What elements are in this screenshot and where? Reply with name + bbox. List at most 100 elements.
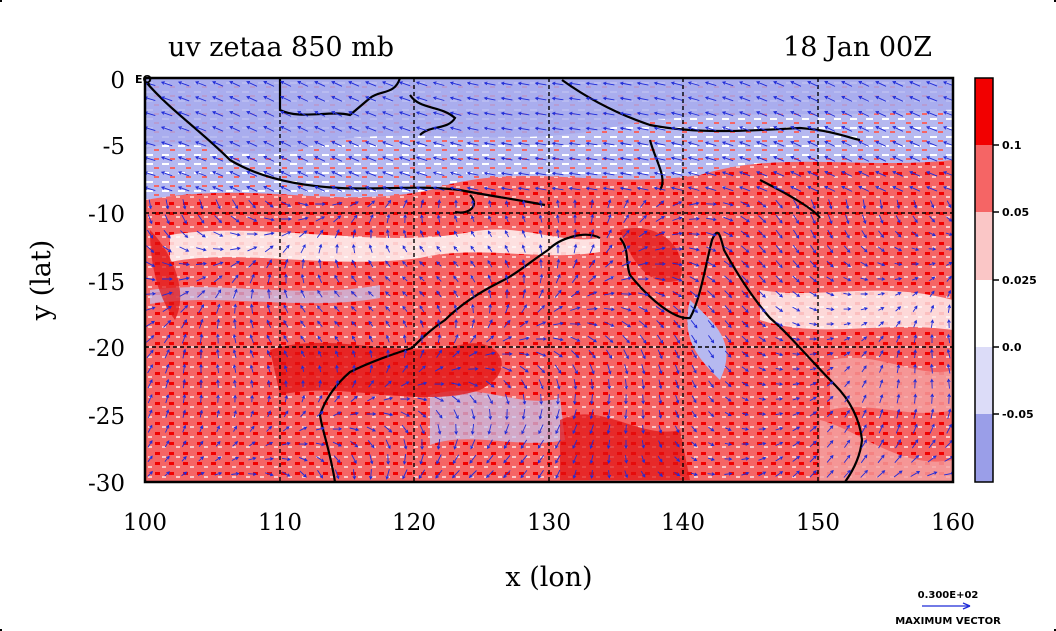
wind-vector-arrow xyxy=(420,199,425,209)
wind-vector-arrow xyxy=(333,411,342,417)
wind-vector-arrow xyxy=(351,335,356,342)
wind-vector-arrow xyxy=(622,245,631,253)
wind-vector-arrow xyxy=(674,456,681,462)
wind-vector-arrow xyxy=(232,349,237,359)
wind-vector-arrow xyxy=(841,186,853,192)
wind-vector-arrow xyxy=(895,215,901,224)
wind-vector-arrow xyxy=(332,201,343,206)
wind-vector-arrow xyxy=(231,456,239,461)
wind-vector-arrow xyxy=(331,96,343,102)
wind-vector-arrow xyxy=(602,186,615,191)
wind-vector-arrow xyxy=(466,126,479,131)
wind-vector-arrow xyxy=(519,365,529,373)
wind-vector-arrow xyxy=(894,262,903,267)
wind-vector-arrow xyxy=(400,381,410,387)
wind-vector-arrow xyxy=(624,394,628,405)
wind-vector-arrow xyxy=(790,81,802,87)
wind-vector-arrow xyxy=(348,171,360,177)
wind-vector-arrow xyxy=(351,349,356,358)
wind-vector-arrow xyxy=(653,186,666,191)
wind-vector-arrow xyxy=(758,427,767,431)
wind-vector-arrow xyxy=(588,275,597,283)
wind-vector-arrow xyxy=(910,471,921,477)
wind-vector-arrow xyxy=(314,141,326,147)
wind-vector-arrow xyxy=(926,156,938,162)
wind-vector-arrow xyxy=(861,322,868,326)
wind-vector-arrow xyxy=(147,409,153,418)
wind-vector-arrow xyxy=(704,81,717,87)
wind-vector-arrow xyxy=(622,229,630,238)
wind-vector-arrow xyxy=(418,410,427,418)
wind-vector-arrow xyxy=(333,455,341,464)
wind-vector-arrow xyxy=(522,394,527,405)
wind-vector-arrow xyxy=(724,381,732,388)
wind-vector-arrow xyxy=(402,469,408,480)
wind-vector-arrow xyxy=(449,126,462,131)
wind-vector-arrow xyxy=(875,96,887,102)
wind-vector-arrow xyxy=(230,215,240,223)
wind-vector-arrow xyxy=(878,349,884,358)
wind-vector-arrow xyxy=(807,156,819,162)
wind-vector-arrow xyxy=(670,111,683,116)
wind-vector-arrow xyxy=(466,111,479,116)
wind-vector-arrow xyxy=(946,333,951,344)
wind-vector-arrow xyxy=(386,454,390,465)
wind-vector-arrow xyxy=(691,380,697,389)
wind-vector-arrow xyxy=(775,456,784,462)
wind-vector-arrow xyxy=(947,319,951,329)
wind-vector-arrow xyxy=(437,424,442,435)
wind-vector-arrow xyxy=(432,156,445,161)
wind-vector-arrow xyxy=(587,322,598,327)
wind-vector-arrow xyxy=(896,408,901,419)
wind-vector-arrow xyxy=(436,439,441,450)
wind-vector-arrow xyxy=(741,351,749,358)
wind-vector-arrow xyxy=(315,216,326,222)
wind-vector-arrow xyxy=(398,156,411,162)
vector-legend: 0.300E+02 MAXIMUM VECTOR xyxy=(895,590,1001,627)
wind-vector-arrow xyxy=(318,350,322,357)
wind-vector-arrow xyxy=(297,156,309,162)
wind-vector-arrow xyxy=(282,471,291,477)
wind-vector-arrow xyxy=(741,366,749,372)
wind-vector-arrow xyxy=(266,288,271,299)
wind-vector-arrow xyxy=(636,186,649,191)
colorbar-swatch xyxy=(975,280,993,347)
wind-vector-arrow xyxy=(556,243,560,254)
wind-vector-arrow xyxy=(824,171,836,177)
wind-vector-arrow xyxy=(249,364,254,373)
wind-vector-arrow xyxy=(670,171,683,176)
wind-vector-arrow xyxy=(538,379,544,390)
wind-vector-arrow xyxy=(758,215,767,224)
wind-vector-arrow xyxy=(163,319,172,328)
wind-vector-arrow xyxy=(673,305,682,313)
wind-vector-arrow xyxy=(926,111,938,117)
wind-vector-arrow xyxy=(449,156,462,161)
wind-vector-arrow xyxy=(216,333,220,344)
wind-vector-arrow xyxy=(488,408,493,420)
wind-vector-arrow xyxy=(843,307,852,311)
wind-vector-arrow xyxy=(449,171,462,176)
wind-vector-arrow xyxy=(604,321,615,327)
wind-vector-arrow xyxy=(756,126,768,132)
wind-vector-arrow xyxy=(248,472,257,476)
wind-vector-arrow xyxy=(195,111,207,117)
wind-vector-arrow xyxy=(708,426,715,432)
wind-vector-arrow xyxy=(912,277,919,281)
wind-vector-arrow xyxy=(298,442,309,446)
y-tick-label: -10 xyxy=(88,202,125,228)
wind-vector-arrow xyxy=(911,247,920,252)
wind-vector-arrow xyxy=(706,217,717,222)
wind-vector-arrow xyxy=(809,381,817,386)
wind-vector-arrow xyxy=(419,290,425,297)
wind-vector-arrow xyxy=(758,412,767,416)
wind-vector-arrow xyxy=(487,424,492,435)
vector-legend-value: 0.300E+02 xyxy=(918,590,979,601)
wind-vector-arrow xyxy=(331,111,343,117)
wind-vector-arrow xyxy=(297,141,309,147)
wind-vector-arrow xyxy=(436,275,442,282)
wind-vector-arrow xyxy=(284,273,288,284)
wind-vector-arrow xyxy=(724,350,732,358)
wind-vector-arrow xyxy=(229,156,241,162)
wind-vector-arrow xyxy=(551,156,564,161)
wind-vector-arrow xyxy=(845,214,850,225)
